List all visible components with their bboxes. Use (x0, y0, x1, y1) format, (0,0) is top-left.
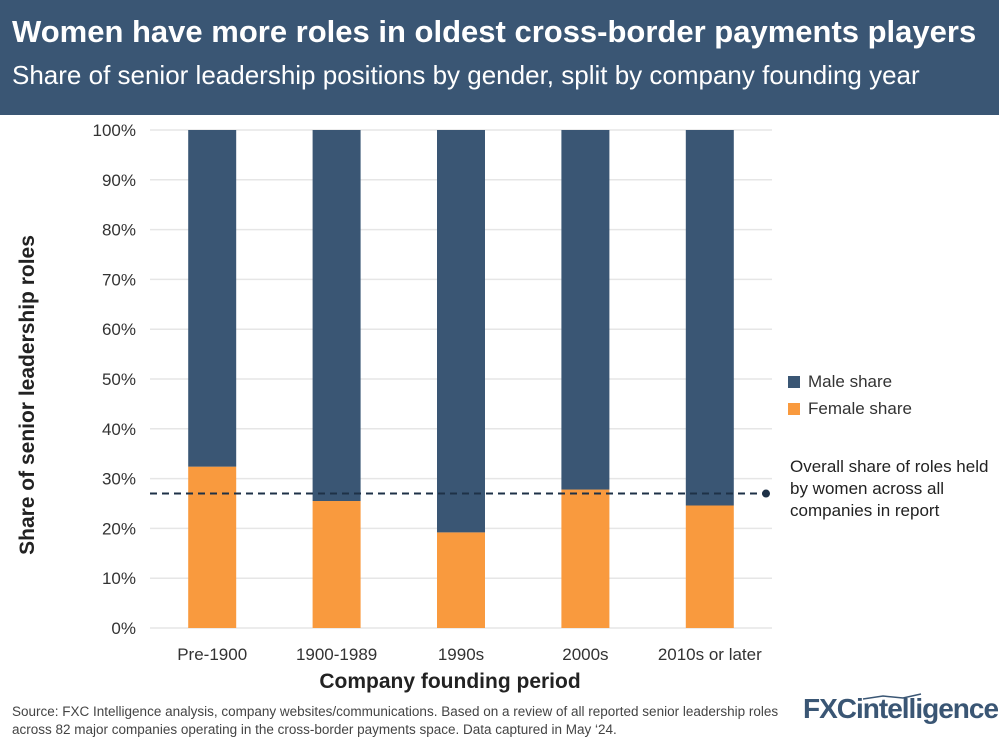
y-tick-label: 90% (102, 171, 136, 190)
y-tick-label: 70% (102, 270, 136, 289)
x-tick-label: Pre-1900 (177, 645, 247, 664)
x-axis-label: Company founding period (319, 670, 580, 693)
header: Women have more roles in oldest cross-bo… (0, 0, 999, 115)
fxc-logo: FXCintelligence (803, 690, 999, 729)
legend-item-female: Female share (788, 395, 912, 422)
x-tick-label: 2000s (562, 645, 608, 664)
legend-item-male: Male share (788, 368, 912, 395)
x-tick-label: 2010s or later (658, 645, 762, 664)
chart-title: Women have more roles in oldest cross-bo… (12, 14, 977, 49)
chart-subtitle: Share of senior leadership positions by … (12, 60, 920, 90)
reference-line-label: Overall share of roles held by women acr… (790, 457, 989, 520)
x-tick-label: 1900-1989 (296, 645, 377, 664)
y-tick-label: 20% (102, 519, 136, 538)
legend: Male share Female share (788, 368, 912, 422)
bar-male-share (437, 130, 485, 533)
bar-female-share (188, 466, 237, 628)
bar-female-share (561, 489, 610, 628)
reference-line-marker (762, 489, 770, 498)
y-tick-label: 0% (111, 619, 136, 638)
x-tick-label: 1990s (438, 645, 484, 664)
y-axis-label: Share of senior leadership roles (16, 235, 39, 555)
y-tick-label: 30% (102, 470, 136, 489)
bar-female-share (312, 501, 361, 628)
y-tick-label: 50% (102, 370, 136, 389)
bar-female-share (685, 505, 734, 628)
source-note: Source: FXC Intelligence analysis, compa… (12, 704, 779, 737)
y-tick-label: 100% (93, 121, 136, 140)
bar-male-share (188, 130, 237, 467)
legend-label-male: Male share (808, 371, 893, 391)
bar-male-share (561, 130, 610, 490)
bar-male-share (312, 130, 361, 502)
y-tick-label: 80% (102, 221, 136, 240)
bar-female-share (437, 532, 485, 628)
bar-male-share (685, 130, 734, 506)
y-tick-label: 40% (102, 420, 136, 439)
y-tick-label: 60% (102, 320, 136, 339)
y-tick-label: 10% (102, 569, 136, 588)
legend-label-female: Female share (808, 398, 912, 418)
